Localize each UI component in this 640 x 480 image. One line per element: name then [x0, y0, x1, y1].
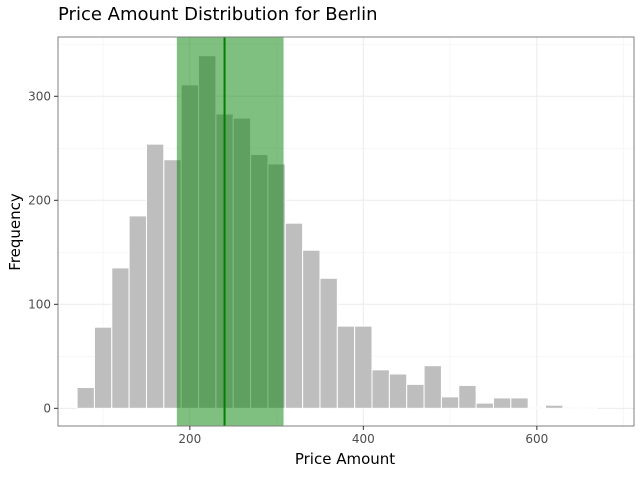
histogram-bar [145, 143, 165, 409]
highlight-band [176, 37, 284, 426]
histogram-bar [354, 325, 373, 409]
histogram-bar [76, 387, 95, 409]
y-tick-label: 300 [28, 89, 51, 103]
histogram-bar [579, 406, 599, 409]
histogram-bar [423, 365, 442, 409]
histogram-bar [475, 402, 494, 409]
panel-border [57, 36, 635, 427]
y-tick-label: 200 [28, 193, 51, 207]
histogram-bar [128, 215, 147, 409]
histogram-bar [336, 325, 356, 409]
histogram-bar [111, 267, 130, 409]
y-axis-label: Frequency [6, 193, 24, 271]
y-tick-label: 100 [28, 297, 51, 311]
histogram-bar [492, 397, 512, 409]
histogram-bar [545, 404, 564, 409]
histogram-bar [510, 397, 529, 409]
panel-frame [57, 36, 635, 427]
histogram-bar [388, 373, 408, 409]
histogram-bar [319, 277, 338, 409]
histogram-bar [302, 249, 321, 409]
histogram-bars [76, 55, 599, 409]
x-tick-label: 200 [178, 432, 201, 446]
chart-title: Price Amount Distribution for Berlin [58, 4, 378, 25]
histogram-bar [527, 406, 547, 409]
histogram-bar [371, 369, 390, 409]
x-tick-label: 600 [525, 432, 548, 446]
histogram-bar [562, 406, 581, 409]
histogram-bar [440, 396, 460, 409]
histogram-bar [406, 383, 425, 409]
x-tick-label: 400 [352, 432, 375, 446]
histogram-bar [93, 326, 113, 409]
histogram-bar [458, 384, 477, 409]
histogram-bar [284, 222, 304, 409]
highlight-range-band [176, 37, 284, 426]
x-axis-ticks: 200 400 600 [178, 426, 548, 446]
x-axis-label: Price Amount [295, 450, 395, 468]
y-axis-ticks: 0 100 200 300 [28, 89, 58, 415]
y-tick-label: 0 [43, 401, 51, 415]
